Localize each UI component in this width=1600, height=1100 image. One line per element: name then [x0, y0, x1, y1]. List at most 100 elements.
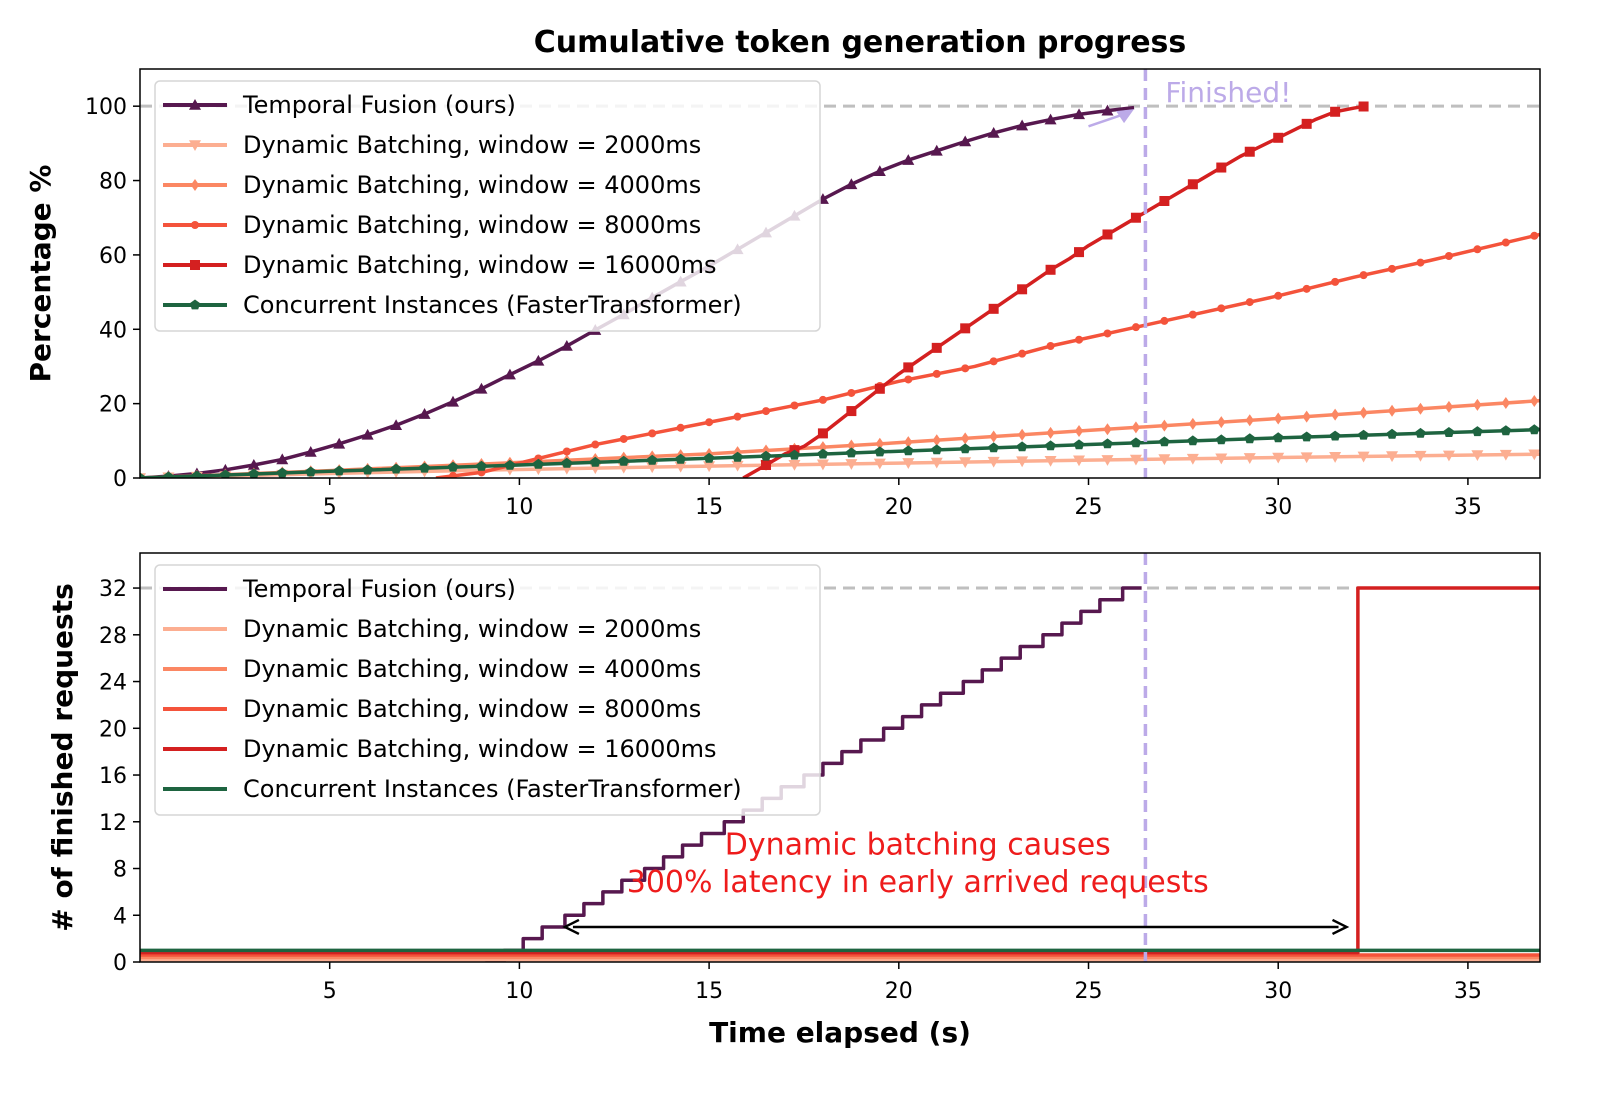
data-point	[1101, 455, 1114, 466]
data-point	[1159, 436, 1170, 447]
legend-marker	[189, 299, 201, 310]
data-point	[1017, 284, 1028, 295]
data-point	[1016, 441, 1028, 452]
data-point	[1044, 113, 1057, 125]
y-tick-label: 80	[99, 170, 127, 195]
data-point	[960, 443, 971, 454]
data-point	[305, 466, 316, 477]
annotation-line-1: Dynamic batching causes	[725, 827, 1111, 862]
data-point	[475, 382, 488, 394]
data-point	[1130, 437, 1142, 448]
data-point	[1103, 329, 1112, 338]
top-panel: 5 10 15 20 25 30 35 0 20 40 60 80 100 Percentage % Fin…	[24, 68, 1541, 520]
legend-label: Concurrent Instances (FasterTransformer)	[243, 775, 742, 803]
data-point	[845, 178, 858, 190]
data-point	[648, 429, 657, 438]
data-point	[334, 465, 345, 476]
data-point	[647, 454, 658, 465]
data-point	[960, 323, 971, 334]
data-point	[988, 303, 999, 314]
y-tick-label: 32	[99, 577, 127, 602]
data-point	[1131, 323, 1140, 332]
data-point	[1045, 264, 1056, 275]
data-point	[1074, 247, 1085, 258]
data-point	[362, 464, 373, 475]
data-point	[646, 462, 659, 474]
data-point	[1529, 424, 1540, 435]
legend-label: Dynamic Batching, window = 4000ms	[243, 171, 701, 199]
data-point	[560, 340, 573, 351]
y-tick-label: 40	[99, 318, 127, 343]
x-tick-label: 15	[695, 979, 723, 1004]
data-point	[590, 456, 601, 467]
y-tick-label: 16	[99, 764, 127, 789]
data-point	[789, 449, 800, 460]
data-point	[447, 461, 459, 472]
data-point	[1530, 395, 1539, 408]
data-point	[674, 461, 687, 473]
y-tick-label: 4	[113, 904, 127, 929]
series-5	[140, 424, 1540, 478]
data-point	[1329, 452, 1342, 463]
data-point	[1102, 438, 1113, 449]
series-line	[140, 452, 1540, 478]
data-point	[1301, 118, 1312, 129]
y-axis-label: # of finished requests	[46, 583, 79, 932]
data-point	[591, 440, 600, 449]
data-point	[248, 468, 260, 478]
data-point	[1217, 304, 1226, 313]
data-point	[1130, 212, 1141, 223]
data-point	[903, 445, 914, 456]
legend-marker	[189, 140, 201, 151]
data-point	[1274, 291, 1283, 300]
data-point	[1046, 426, 1055, 439]
data-point	[1244, 146, 1255, 157]
x-tick-label: 20	[885, 495, 913, 520]
legend-marker	[191, 221, 199, 229]
data-point	[1186, 453, 1199, 465]
bottom-panel: 5 10 15 20 25 30 35 0 4 8 12 16 20 24 28 32 # of finishe…	[46, 552, 1541, 1049]
data-point	[1244, 433, 1255, 444]
data-point	[1188, 310, 1197, 319]
data-point	[1274, 412, 1283, 425]
legend-item: Dynamic Batching, window = 4000ms	[163, 655, 701, 683]
data-point	[562, 447, 571, 456]
legend-item: Dynamic Batching, window = 16000ms	[163, 735, 716, 763]
data-point	[1044, 455, 1057, 467]
x-tick-label: 30	[1264, 495, 1292, 520]
data-point	[304, 445, 317, 457]
y-tick-label: 20	[99, 393, 127, 418]
data-point	[390, 463, 402, 474]
legend-item: Dynamic Batching, window = 2000ms	[163, 131, 701, 159]
data-point	[846, 406, 857, 417]
data-point	[1330, 408, 1340, 421]
data-point	[961, 364, 970, 373]
data-point	[1500, 425, 1512, 436]
series-3	[435, 231, 1540, 478]
data-point	[817, 428, 828, 439]
x-tick-label: 10	[505, 979, 533, 1004]
data-point	[1387, 404, 1397, 417]
data-point	[959, 135, 972, 147]
data-point	[1216, 162, 1227, 173]
data-point	[1073, 108, 1086, 120]
data-point	[447, 395, 460, 407]
data-point	[847, 388, 856, 397]
data-point	[762, 407, 771, 416]
data-point	[503, 368, 516, 380]
data-point	[987, 126, 1000, 138]
data-point	[988, 442, 999, 453]
x-axis-label: Time elapsed (s)	[709, 1016, 971, 1049]
legend-item: Temporal Fusion (ours)	[163, 91, 516, 119]
x-tick-label: 30	[1264, 979, 1292, 1004]
data-point	[361, 428, 374, 440]
data-point	[277, 467, 288, 478]
x-tick-label: 15	[695, 495, 723, 520]
data-point	[1358, 101, 1369, 112]
data-point	[1272, 452, 1285, 464]
data-point	[816, 459, 829, 471]
legend-item: Dynamic Batching, window = 8000ms	[163, 695, 701, 723]
series-4	[742, 101, 1369, 478]
data-point	[1359, 271, 1368, 280]
